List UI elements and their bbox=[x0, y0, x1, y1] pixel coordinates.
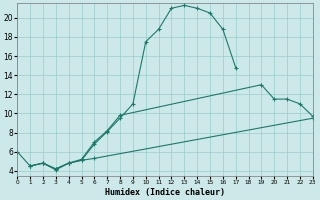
X-axis label: Humidex (Indice chaleur): Humidex (Indice chaleur) bbox=[105, 188, 225, 197]
